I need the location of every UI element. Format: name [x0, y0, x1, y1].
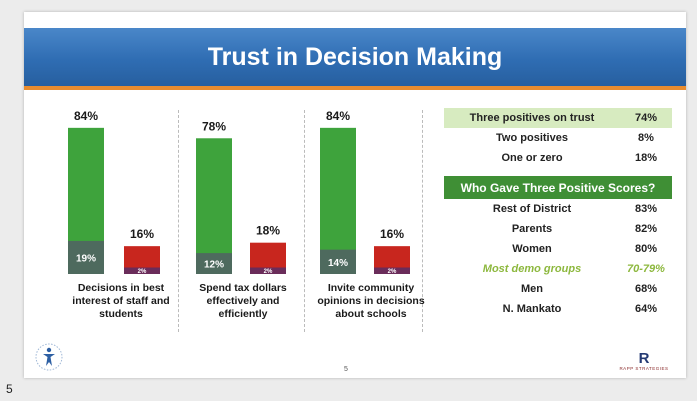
row-label: Women: [512, 243, 552, 255]
negative-value-label: 16%: [380, 227, 404, 241]
positive-bar-base: [68, 240, 104, 274]
row-label: One or zero: [501, 152, 563, 164]
document-page-number: 5: [6, 382, 13, 396]
group-divider: [304, 110, 305, 332]
row-value: 70-79%: [627, 263, 665, 275]
district-seal-logo: [35, 343, 63, 371]
accent-line: [24, 86, 686, 90]
positive-value-label: 84%: [74, 109, 98, 123]
table-row: N. Mankato 64%: [444, 299, 672, 319]
negative-inner-label: 2%: [138, 269, 147, 275]
positive-bar-base: [320, 249, 356, 274]
table-header: Who Gave Three Positive Scores?: [444, 176, 672, 199]
positive-bar-base: [196, 253, 232, 274]
category-label-1: Decisions in best interest of staff and …: [72, 282, 170, 320]
slide-page-number: 5: [344, 366, 348, 373]
table-row: Most demo groups 70-79%: [444, 259, 672, 279]
group-divider: [422, 110, 423, 332]
logo-text: RAPP STRATEGIES: [619, 366, 669, 371]
negative-value-label: 18%: [256, 224, 280, 238]
row-label: Two positives: [496, 132, 568, 144]
table-row: Three positives on trust 74%: [444, 108, 672, 128]
positive-bar: [196, 138, 232, 274]
positive-inner-label: 12%: [204, 260, 224, 271]
slide: Trust in Decision Making 84% 19% 16% 2% 78% 1…: [24, 12, 686, 378]
trust-summary-table: Three positives on trust 74% Two positives…: [444, 108, 672, 168]
table-row: Women 80%: [444, 239, 672, 259]
category-label-2: Spend tax dollars effectively and effici…: [199, 282, 287, 320]
table-row: Men 68%: [444, 279, 672, 299]
row-label: N. Mankato: [502, 303, 562, 315]
title-band: Trust in Decision Making: [24, 28, 686, 86]
row-label: Most demo groups: [482, 263, 582, 275]
row-label: Three positives on trust: [444, 108, 620, 128]
row-value: 64%: [634, 303, 658, 315]
negative-bar-base: [124, 267, 160, 274]
table-row: One or zero 18%: [444, 148, 672, 168]
negative-inner-label: 2%: [264, 269, 273, 275]
positive-value-label: 78%: [202, 119, 226, 133]
table-row: Parents 82%: [444, 219, 672, 239]
slide-title: Trust in Decision Making: [207, 43, 503, 71]
row-value: 83%: [634, 203, 658, 215]
row-label: Rest of District: [492, 203, 572, 215]
row-value: 68%: [634, 283, 658, 295]
row-value: 8%: [638, 132, 654, 144]
logo-mark: R: [638, 350, 650, 367]
rapp-strategies-logo: R RAPP STRATEGIES: [614, 351, 674, 375]
positive-inner-label: 19%: [76, 253, 96, 264]
category-label-3: Invite community opinions in decisions a…: [317, 282, 425, 320]
table-row: Two positives 8%: [444, 128, 672, 148]
three-positive-table: Who Gave Three Positive Scores? Rest of …: [444, 176, 672, 319]
positive-inner-label: 14%: [328, 258, 348, 269]
row-label: Parents: [511, 223, 553, 235]
group-divider: [178, 110, 179, 332]
negative-bar-base: [374, 267, 410, 274]
table-row: Rest of District 83%: [444, 199, 672, 219]
positive-value-label: 84%: [326, 109, 350, 123]
row-label: Men: [521, 283, 543, 295]
negative-value-label: 16%: [130, 227, 154, 241]
row-value: 80%: [634, 243, 658, 255]
table-header-row: Who Gave Three Positive Scores?: [444, 176, 672, 199]
row-value: 82%: [634, 223, 658, 235]
row-value: 74%: [620, 108, 672, 128]
negative-bar-base: [250, 267, 286, 274]
negative-inner-label: 2%: [388, 269, 397, 275]
bar-chart: 84% 19% 16% 2% 78% 12% 18% 2% 84% 14% 16% 2%: [68, 109, 410, 275]
row-value: 18%: [634, 152, 658, 164]
